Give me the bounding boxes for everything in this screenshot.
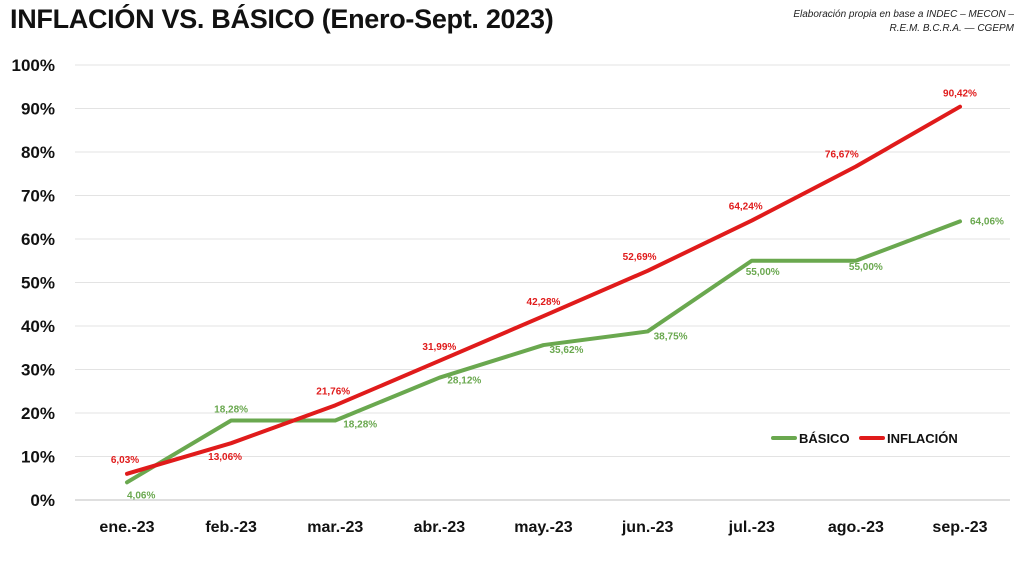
data-label: 90,42%	[943, 89, 977, 100]
y-tick-label: 60%	[21, 230, 55, 249]
legend-label: INFLACIÓN	[887, 431, 958, 446]
x-tick-label: mar.-23	[307, 519, 363, 536]
data-label: 35,62%	[550, 345, 584, 356]
series-line-basico	[125, 219, 962, 485]
data-label: 13,06%	[208, 452, 242, 463]
y-tick-label: 20%	[21, 404, 55, 423]
x-tick-label: jul.-23	[728, 519, 775, 536]
data-label: 21,76%	[316, 386, 350, 397]
y-axis-ticks: 0% 10% 20% 30% 40% 50% 60% 70% 80% 90% 100%	[12, 56, 55, 510]
x-tick-label: jun.-23	[621, 519, 674, 536]
data-label: 18,28%	[214, 404, 248, 415]
data-label: 64,24%	[729, 202, 763, 213]
x-tick-label: ene.-23	[99, 519, 154, 536]
legend-label: BÁSICO	[799, 431, 850, 446]
y-tick-label: 100%	[12, 56, 55, 75]
data-label: 76,67%	[825, 149, 859, 160]
data-label: 38,75%	[654, 331, 688, 342]
y-tick-label: 50%	[21, 274, 55, 293]
y-tick-label: 70%	[21, 187, 55, 206]
y-tick-label: 90%	[21, 100, 55, 119]
data-labels: 4,06% 18,28% 18,28% 28,12% 35,62% 38,75% 55,00…	[111, 89, 1004, 502]
gridlines	[75, 64, 1010, 501]
x-axis-ticks: ene.-23 feb.-23 mar.-23 abr.-23 may.-23 jun.-…	[99, 519, 987, 536]
data-label: 55,00%	[849, 262, 883, 273]
series-lines	[125, 104, 962, 485]
y-tick-label: 0%	[30, 491, 55, 510]
data-label: 42,28%	[527, 297, 561, 308]
data-label: 31,99%	[422, 342, 456, 353]
series-line-inflacion	[125, 104, 962, 476]
y-tick-label: 80%	[21, 143, 55, 162]
legend: BÁSICO INFLACIÓN	[771, 431, 958, 446]
data-label: 6,03%	[111, 455, 139, 466]
data-label: 55,00%	[746, 267, 780, 278]
source-line-1: Elaboración propia en base a INDEC – MEC…	[793, 9, 1014, 20]
x-tick-label: may.-23	[514, 519, 573, 536]
y-tick-label: 40%	[21, 317, 55, 336]
data-label: 18,28%	[343, 419, 377, 430]
x-tick-label: sep.-23	[932, 519, 987, 536]
x-tick-label: abr.-23	[414, 519, 466, 536]
chart-title: INFLACIÓN VS. BÁSICO (Enero-Sept. 2023)	[10, 4, 554, 34]
x-tick-label: ago.-23	[828, 519, 884, 536]
source-line-2: R.E.M. B.C.R.A. — CGEPM	[889, 23, 1014, 34]
y-tick-label: 10%	[21, 448, 55, 467]
data-label: 4,06%	[127, 490, 155, 501]
y-tick-label: 30%	[21, 361, 55, 380]
data-label: 28,12%	[447, 376, 481, 387]
data-label: 64,06%	[970, 216, 1004, 227]
x-tick-label: feb.-23	[205, 519, 257, 536]
data-label: 52,69%	[623, 252, 657, 263]
source-note: Elaboración propia en base a INDEC – MEC…	[714, 8, 1014, 36]
